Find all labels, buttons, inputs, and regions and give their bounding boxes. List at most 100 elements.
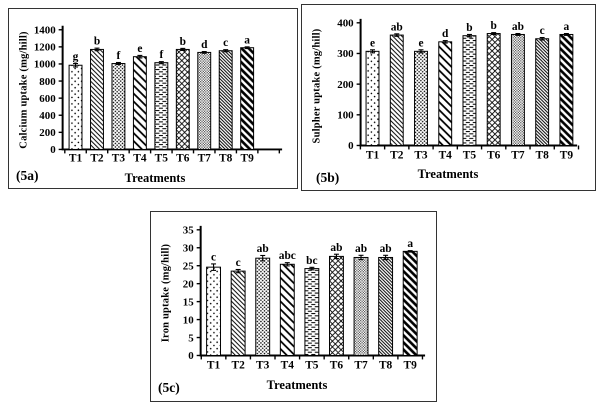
error-bar-T7 <box>358 254 364 261</box>
sig-letter-T5: b <box>466 22 472 34</box>
x-category-label-T9: T9 <box>404 359 418 371</box>
y-tick-label: 400 <box>337 18 354 30</box>
x-category-label-T7: T7 <box>354 359 368 371</box>
x-category-label-T5: T5 <box>305 359 319 371</box>
x-category-label-T2: T2 <box>390 149 404 161</box>
bar-T4 <box>438 41 453 146</box>
sig-letter-T5: bc <box>306 255 317 267</box>
x-category-label-T6: T6 <box>330 359 344 371</box>
bar-T3 <box>111 63 126 150</box>
error-bar-T6 <box>333 253 339 260</box>
x-category-label-T4: T4 <box>133 152 147 164</box>
bar-T8 <box>218 50 233 150</box>
x-category-label-T9: T9 <box>240 152 254 164</box>
bar-T1 <box>206 266 222 356</box>
error-bar-T4 <box>137 54 143 59</box>
bar-T9 <box>240 47 255 150</box>
sig-letter-T3: e <box>418 37 423 49</box>
y-tick-label: 0 <box>188 350 194 362</box>
error-bar-T4 <box>284 262 290 267</box>
y-axis-title-5b: Sulpher uptake (mg/hill) <box>311 28 323 144</box>
y-tick-label: 15 <box>183 296 194 308</box>
sig-letter-T3: ab <box>257 243 269 255</box>
error-bar-T7 <box>201 51 207 54</box>
x-category-label-T1: T1 <box>207 359 221 371</box>
error-bar-T2 <box>94 47 100 52</box>
sig-letter-T4: d <box>442 28 449 40</box>
x-category-label-T7: T7 <box>198 152 212 164</box>
x-category-label-T3: T3 <box>112 152 126 164</box>
error-bar-T5 <box>158 61 164 65</box>
y-tick-label: 20 <box>183 278 194 290</box>
sig-letter-T8: c <box>223 37 228 49</box>
y-tick-label: 0 <box>50 144 56 156</box>
bar-T3 <box>414 50 428 146</box>
bar-plot-5c: 0 5 10 15 20 25 30 35 c T1 c T2 ab T3 abc T4 bc T5 ab T6 ab T… <box>183 225 426 371</box>
y-tick-label: 1000 <box>34 59 56 71</box>
bar-T5 <box>304 268 320 356</box>
bar-T9 <box>402 250 418 356</box>
x-category-label-T5: T5 <box>155 152 169 164</box>
bar-T7 <box>197 51 212 150</box>
y-tick-label: 10 <box>183 314 194 326</box>
y-tick-label: 800 <box>39 76 56 88</box>
y-tick-label: 400 <box>39 110 56 122</box>
y-tick-label: 200 <box>39 127 56 139</box>
x-category-label-T2: T2 <box>90 152 104 164</box>
x-category-label-T8: T8 <box>379 359 393 371</box>
panel-tag-5c: (5c) <box>158 380 180 395</box>
error-bar-T3 <box>418 49 424 54</box>
bar-T2 <box>90 48 104 150</box>
error-bar-T6 <box>180 47 186 52</box>
y-tick-label: 300 <box>337 48 354 60</box>
bar-T6 <box>329 255 344 356</box>
sig-letter-T7: ab <box>355 243 367 255</box>
x-category-label-T7: T7 <box>511 149 525 161</box>
bar-T5 <box>462 35 477 146</box>
y-tick-label: 30 <box>183 243 194 255</box>
x-category-label-T1: T1 <box>366 149 380 161</box>
error-bar-T2 <box>394 33 400 37</box>
error-bar-T8 <box>223 49 229 53</box>
y-tick-label: 1200 <box>34 42 56 54</box>
panel-tag-5a: (5a) <box>16 168 39 183</box>
panel-5b: 0 100 200 300 400 e T1 ab T2 e T3 d T4 b T5 b T6 ab T7 c T8 a… <box>301 4 596 191</box>
sig-letter-T2: b <box>94 36 100 48</box>
error-bar-T2 <box>235 268 241 274</box>
x-axis-title-5b: Treatments <box>417 167 479 181</box>
y-tick-label: 1400 <box>34 25 56 37</box>
sig-letter-T1: e <box>370 37 375 49</box>
sig-letter-T9: a <box>244 34 250 46</box>
y-tick-label: 25 <box>183 260 194 272</box>
sig-letter-T8: ab <box>380 243 392 255</box>
error-bar-T9 <box>563 32 569 36</box>
error-bar-T8 <box>383 254 389 261</box>
x-category-label-T3: T3 <box>256 359 270 371</box>
bar-T1 <box>365 50 380 146</box>
bar-T4 <box>279 263 295 356</box>
panel-tag-5b: (5b) <box>316 170 340 185</box>
sig-letter-T6: b <box>180 36 186 48</box>
y-tick-label: 200 <box>337 79 354 91</box>
y-tick-label: 5 <box>188 332 194 344</box>
sig-letter-T9: a <box>407 238 413 250</box>
sig-letter-T6: ab <box>330 242 342 254</box>
x-category-label-T9: T9 <box>560 149 574 161</box>
bar-T7 <box>510 33 525 146</box>
bar-T8 <box>378 256 394 356</box>
bar-T2 <box>230 270 246 356</box>
bar-T6 <box>175 48 190 150</box>
sig-letter-T2: ab <box>391 21 403 33</box>
bar-plot-5b: 0 100 200 300 400 e T1 ab T2 e T3 d T4 b T5 b T6 ab T7 c T8 a… <box>337 18 580 161</box>
bar-T3 <box>255 257 271 356</box>
x-category-label-T6: T6 <box>487 149 501 161</box>
error-bar-T7 <box>515 32 521 36</box>
error-bar-T3 <box>115 61 121 66</box>
sig-letter-T7: ab <box>512 21 524 33</box>
sig-letter-T4: e <box>137 43 142 55</box>
bar-T6 <box>486 33 501 146</box>
x-category-label-T6: T6 <box>176 152 190 164</box>
sig-letter-T9: a <box>564 21 570 33</box>
error-bar-T6 <box>491 32 497 36</box>
